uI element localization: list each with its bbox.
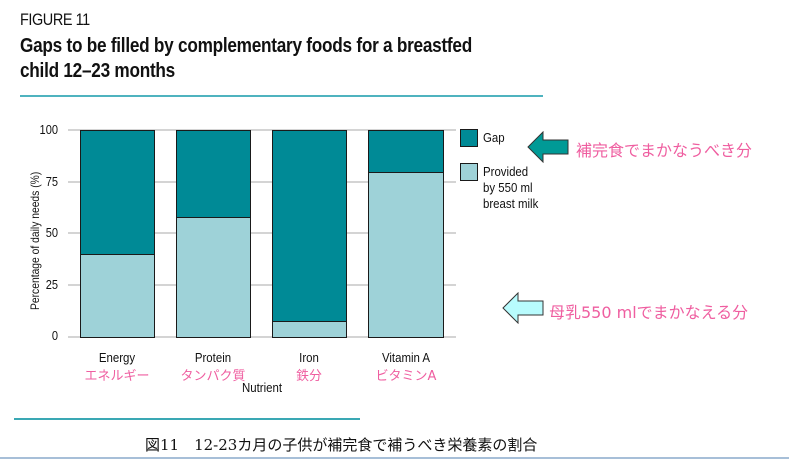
- legend-gap-label: Gap: [483, 130, 505, 145]
- bar-iron: [272, 130, 347, 338]
- legend-provided-swatch: [460, 163, 478, 181]
- legend-provided-line2: by 550 ml: [483, 180, 533, 195]
- x-label-protein-jp: タンパク質: [180, 369, 246, 384]
- arrow-left-light-icon: [502, 292, 544, 324]
- gridline-0: [68, 336, 456, 338]
- y-tick-0: 0: [51, 328, 58, 343]
- bottom-rule: [14, 418, 360, 420]
- bar-vitamin-a-provided: [369, 172, 443, 337]
- gridline-50: [68, 232, 456, 234]
- x-label-iron: Iron: [299, 350, 319, 365]
- bar-iron-provided: [273, 321, 346, 337]
- bar-vitamin-a: [368, 130, 444, 338]
- figure-title: Gaps to be filled by complementary foods…: [20, 34, 472, 84]
- x-label-iron-jp: 鉄分: [295, 369, 322, 384]
- x-label-energy-jp: エネルギー: [84, 369, 150, 384]
- gridline-100: [68, 129, 456, 131]
- gridline-25: [68, 284, 456, 286]
- y-tick-100: 100: [39, 122, 58, 137]
- legend-provided-line3: breast milk: [483, 196, 539, 211]
- x-label-protein: Protein: [194, 350, 232, 365]
- x-label-vitamin-a: Vitamin A: [381, 350, 431, 365]
- bar-energy-provided: [81, 254, 154, 337]
- caption-jp: 図11 12-23カ月の子供が補完食で補うべき栄養素の割合: [145, 436, 538, 454]
- x-label-vitamin-a-jp: ビタミンA: [375, 369, 437, 384]
- legend-provided-line1: Provided: [483, 164, 529, 179]
- annotation-gap-jp: 補完食でまかなうべき分: [576, 141, 753, 160]
- annotation-provided-jp: 母乳550 mlでまかなえる分: [549, 303, 749, 322]
- y-tick-75: 75: [45, 174, 58, 189]
- figure-title-line2: child 12–23 months: [20, 60, 175, 82]
- legend-gap-swatch: [460, 129, 478, 147]
- figure-label: FIGURE 11: [20, 10, 90, 29]
- bar-energy: [80, 130, 155, 338]
- x-label-energy: Energy: [98, 350, 136, 365]
- figure-title-line1: Gaps to be filled by complementary foods…: [20, 35, 472, 57]
- y-tick-50: 50: [45, 225, 58, 240]
- bar-protein: [176, 130, 251, 338]
- y-tick-25: 25: [45, 277, 58, 292]
- legend-provided-label: Provided by 550 ml breast milk: [483, 164, 538, 212]
- top-rule: [20, 95, 543, 97]
- caption-underline: [0, 457, 789, 459]
- arrow-left-dark-icon: [527, 131, 569, 163]
- bar-protein-provided: [177, 217, 250, 337]
- gridline-75: [68, 181, 456, 183]
- x-axis-label: Nutrient: [241, 380, 283, 395]
